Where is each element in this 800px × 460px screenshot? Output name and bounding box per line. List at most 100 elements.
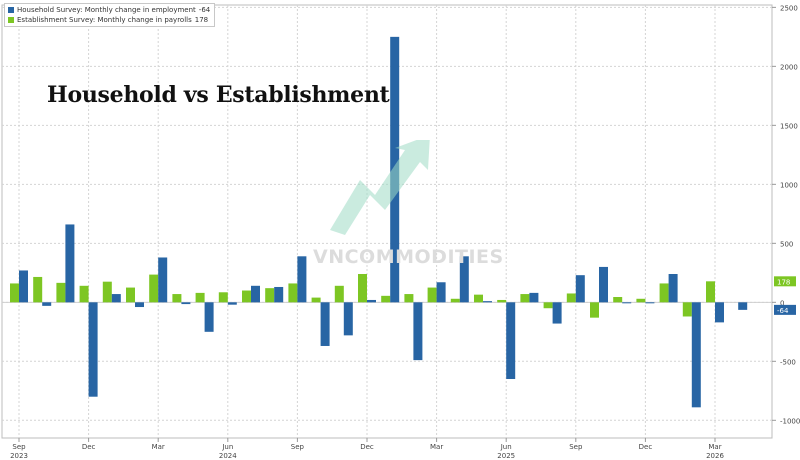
establishment-bar — [265, 288, 275, 303]
x-tick-label: Mar — [708, 443, 721, 451]
last-value-tag-household-bg — [774, 304, 796, 315]
household-bar — [297, 256, 307, 303]
y-tick-label: 0 — [780, 299, 784, 307]
establishment-bar — [126, 287, 135, 303]
household-bar — [715, 302, 724, 323]
chart-title: Household vs Establishment — [47, 82, 390, 108]
household-bar — [135, 302, 144, 308]
legend-item-household: Household Survey: Monthly change in empl… — [8, 5, 210, 15]
household-bar — [691, 302, 701, 408]
last-value-tag-establishment-bg — [774, 276, 796, 287]
household-bar — [65, 224, 75, 303]
legend-label-household: Household Survey: Monthly change in empl… — [17, 6, 196, 14]
household-bar — [367, 299, 376, 303]
household-bar — [204, 302, 214, 332]
household-bar — [575, 275, 585, 303]
establishment-bar — [613, 297, 623, 303]
household-bar — [251, 285, 260, 303]
x-tick-label: Dec — [82, 443, 96, 451]
household-bar — [274, 286, 284, 303]
household-bar — [111, 294, 121, 303]
household-bar — [529, 292, 539, 303]
establishment-bar — [172, 294, 182, 303]
chart-legend: Household Survey: Monthly change in empl… — [4, 3, 216, 27]
legend-swatch-household — [8, 7, 14, 13]
household-bar — [320, 302, 330, 346]
establishment-bar — [497, 299, 507, 303]
x-tick-label: Mar — [430, 443, 443, 451]
household-bar — [19, 270, 28, 303]
establishment-bar — [404, 294, 414, 303]
watermark-text: VNCOMMODITIES — [313, 246, 504, 268]
x-tick-label: Dec — [639, 443, 653, 451]
establishment-bar — [311, 297, 321, 303]
establishment-bar — [79, 285, 89, 303]
legend-label-establishment: Establishment Survey: Monthly change in … — [17, 16, 192, 24]
x-tick-label: Sep — [291, 443, 305, 451]
x-year-label: 2023 — [10, 452, 28, 460]
household-bar — [645, 302, 655, 304]
establishment-bar — [682, 302, 692, 317]
establishment-bar — [381, 295, 391, 303]
household-bar — [552, 302, 562, 324]
establishment-bar — [149, 274, 159, 303]
last-value-tag-household: -64 — [777, 307, 789, 315]
last-value-tag-establishment: 178 — [777, 278, 790, 286]
x-year-label: 2026 — [706, 452, 724, 460]
legend-value-household: -64 — [198, 6, 211, 14]
establishment-bar — [450, 298, 460, 303]
x-tick-label: Dec — [360, 443, 374, 451]
household-bar — [436, 282, 446, 303]
watermark-logo — [300, 135, 500, 245]
establishment-bar — [56, 282, 66, 303]
establishment-bar — [334, 285, 344, 303]
y-tick-label: 2500 — [780, 4, 798, 12]
establishment-bar — [636, 298, 646, 303]
establishment-bar — [566, 293, 576, 303]
x-tick-label: Jun — [500, 443, 512, 451]
establishment-bar — [474, 294, 483, 303]
household-bar — [459, 256, 469, 303]
establishment-bar — [590, 302, 599, 318]
x-tick-label: Jun — [221, 443, 233, 451]
legend-value-establishment: 178 — [194, 16, 209, 24]
household-bar — [738, 302, 748, 310]
watermark-arrow-icon — [330, 135, 430, 235]
household-bar — [42, 302, 52, 306]
y-tick-label: 1500 — [780, 122, 798, 130]
legend-swatch-establishment — [8, 17, 14, 23]
establishment-bar — [659, 283, 669, 303]
establishment-bar — [427, 287, 437, 303]
household-bar — [158, 257, 168, 303]
establishment-bar — [543, 302, 553, 309]
establishment-bar — [358, 274, 367, 303]
establishment-bar — [33, 276, 43, 303]
establishment-bar — [195, 292, 205, 303]
axis-layer: 2500 2000 1500 1000 500 0 -500 -1000 Sep Dec Mar Ju… — [10, 4, 800, 460]
x-year-label: 2025 — [497, 452, 515, 460]
household-bar — [227, 302, 237, 305]
y-tick-label: 1000 — [780, 181, 798, 189]
household-bar — [506, 302, 516, 380]
household-bar — [413, 302, 423, 361]
establishment-bar — [242, 290, 251, 303]
x-year-label: 2024 — [219, 452, 237, 460]
x-tick-label: Mar — [152, 443, 165, 451]
household-bar — [622, 302, 632, 304]
x-tick-label: Sep — [12, 443, 26, 451]
y-tick-label: 500 — [780, 240, 793, 248]
household-bar — [343, 302, 353, 336]
establishment-bar — [288, 283, 298, 303]
establishment-bar — [520, 294, 530, 303]
y-tick-label: 2000 — [780, 63, 798, 71]
household-bar — [599, 266, 608, 303]
establishment-bar — [218, 292, 228, 303]
x-tick-label: Sep — [569, 443, 583, 451]
y-tick-label: -1000 — [780, 417, 800, 425]
household-bar — [181, 302, 191, 305]
plot-frame — [1, 4, 773, 439]
establishment-bar — [10, 283, 19, 303]
establishment-bar — [102, 281, 112, 303]
legend-item-establishment: Establishment Survey: Monthly change in … — [8, 15, 210, 25]
household-bar — [88, 302, 98, 397]
